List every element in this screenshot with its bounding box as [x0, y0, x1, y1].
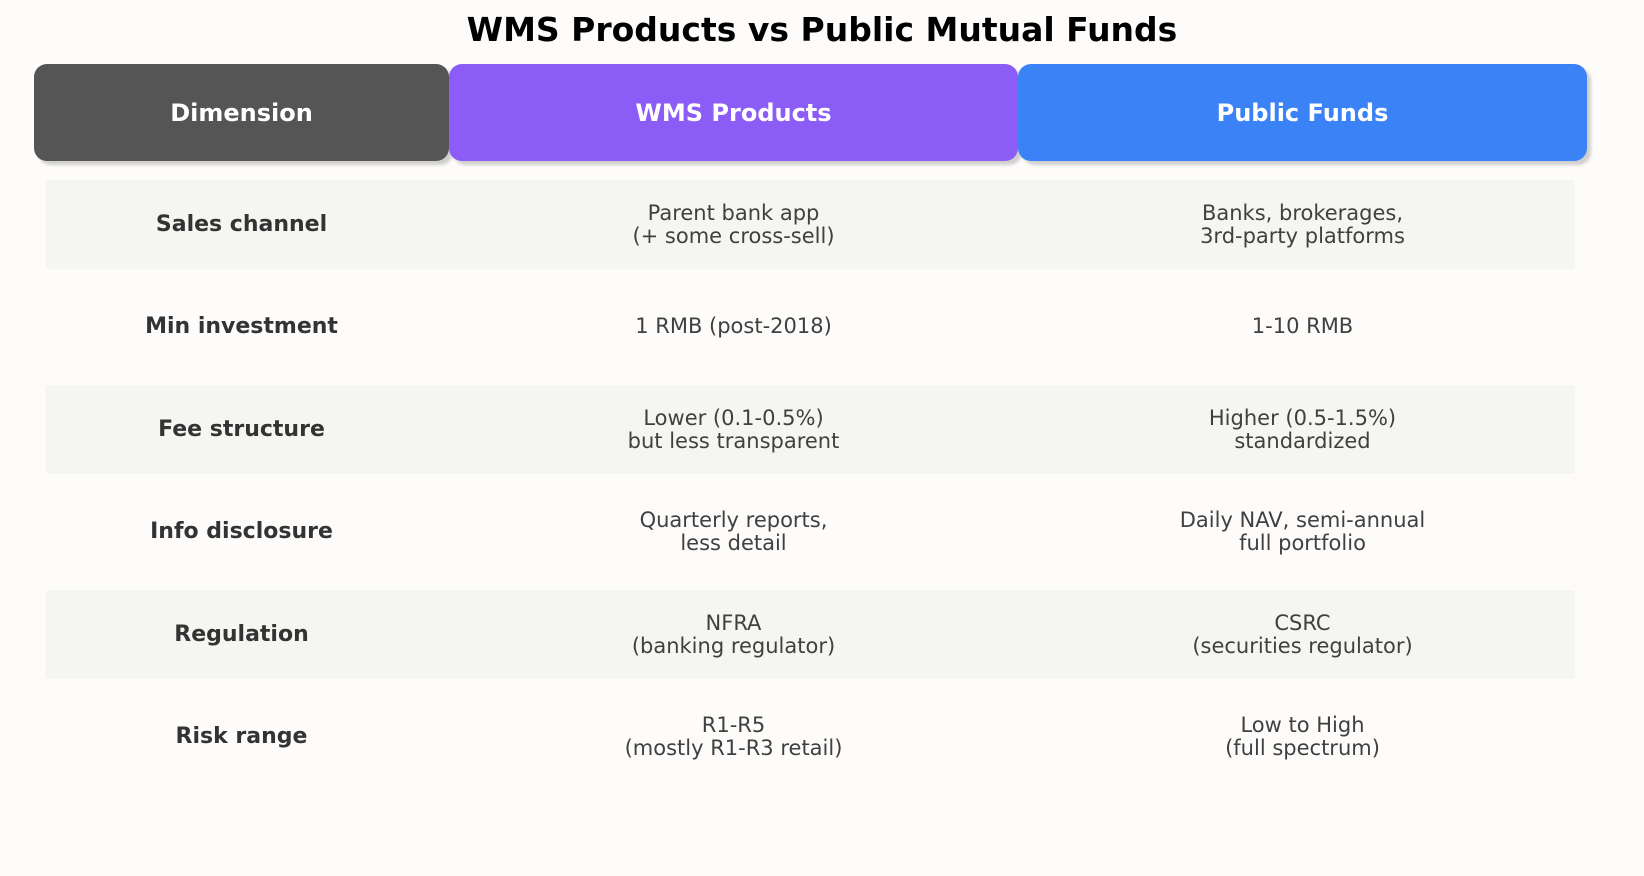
chart-title: WMS Products vs Public Mutual Funds: [466, 10, 1178, 49]
wms-cell: NFRA (banking regulator): [449, 590, 1018, 679]
wms-cell-line: (banking regulator): [631, 633, 836, 658]
wms-cell-line: Quarterly reports,: [639, 507, 828, 532]
header-wms-products-label: WMS Products: [635, 98, 832, 127]
public-funds-cell: Daily NAV, semi-annual full portfolio: [1018, 487, 1587, 576]
public-funds-cell-line: Banks, brokerages,: [1201, 200, 1404, 225]
wms-cell: Quarterly reports, less detail: [449, 487, 1018, 576]
header-dimension-label: Dimension: [170, 98, 313, 127]
wms-cell-line: (+ some cross-sell): [632, 223, 835, 248]
public-funds-cell: CSRC (securities regulator): [1018, 590, 1587, 679]
wms-cell: 1 RMB (post-2018): [449, 282, 1018, 371]
wms-cell-line: but less transparent: [627, 428, 840, 453]
public-funds-cell-line: 3rd-party platforms: [1200, 223, 1405, 248]
public-funds-cell-line: full portfolio: [1239, 530, 1366, 555]
wms-cell-line: 1 RMB (post-2018): [635, 314, 832, 338]
public-funds-cell: 1-10 RMB: [1018, 282, 1587, 371]
public-funds-cell: Low to High (full spectrum): [1018, 692, 1587, 781]
dimension-cell: Info disclosure: [150, 519, 333, 544]
public-funds-cell: Banks, brokerages, 3rd-party platforms: [1018, 180, 1587, 269]
public-funds-cell-line: Low to High: [1240, 712, 1365, 737]
wms-cell-line: less detail: [680, 530, 787, 555]
public-funds-cell-line: (securities regulator): [1192, 633, 1413, 658]
table-row: Fee structure Lower (0.1-0.5%) but less tr…: [46, 385, 1575, 474]
table-row: Sales channel Parent bank app (+ some cros…: [46, 180, 1575, 269]
dimension-cell: Min investment: [145, 314, 338, 339]
public-funds-cell-line: Higher (0.5-1.5%): [1208, 405, 1397, 430]
header-wms-products: WMS Products: [449, 64, 1018, 161]
wms-cell-line: Lower (0.1-0.5%): [643, 405, 824, 430]
dimension-cell: Sales channel: [155, 212, 328, 237]
header-public-funds-label: Public Funds: [1216, 98, 1389, 127]
wms-cell: Lower (0.1-0.5%) but less transparent: [449, 385, 1018, 474]
header-public-funds: Public Funds: [1018, 64, 1587, 161]
wms-cell-line: R1-R5: [701, 712, 766, 737]
wms-cell: R1-R5 (mostly R1-R3 retail): [449, 692, 1018, 781]
table-row: Min investment 1 RMB (post-2018) 1-10 RMB: [46, 282, 1575, 371]
public-funds-cell-line: 1-10 RMB: [1251, 314, 1354, 338]
wms-cell: Parent bank app (+ some cross-sell): [449, 180, 1018, 269]
table-row: Risk range R1-R5 (mostly R1-R3 retail) Low …: [46, 692, 1575, 781]
wms-cell-line: Parent bank app: [647, 200, 820, 225]
public-funds-cell-line: (full spectrum): [1225, 735, 1380, 760]
public-funds-cell-line: standardized: [1234, 428, 1371, 453]
dimension-cell: Risk range: [175, 724, 308, 749]
header-dimension: Dimension: [34, 64, 449, 161]
wms-cell-line: NFRA: [705, 610, 762, 635]
wms-cell-line: (mostly R1-R3 retail): [624, 735, 843, 760]
table-row: Regulation NFRA (banking regulator) CSRC (se…: [46, 590, 1575, 679]
dimension-cell: Fee structure: [158, 417, 325, 442]
table-row: Info disclosure Quarterly reports, less de…: [46, 487, 1575, 576]
public-funds-cell-line: CSRC: [1274, 610, 1331, 635]
dimension-cell: Regulation: [174, 622, 309, 647]
public-funds-cell-line: Daily NAV, semi-annual: [1179, 507, 1426, 532]
public-funds-cell: Higher (0.5-1.5%) standardized: [1018, 385, 1587, 474]
